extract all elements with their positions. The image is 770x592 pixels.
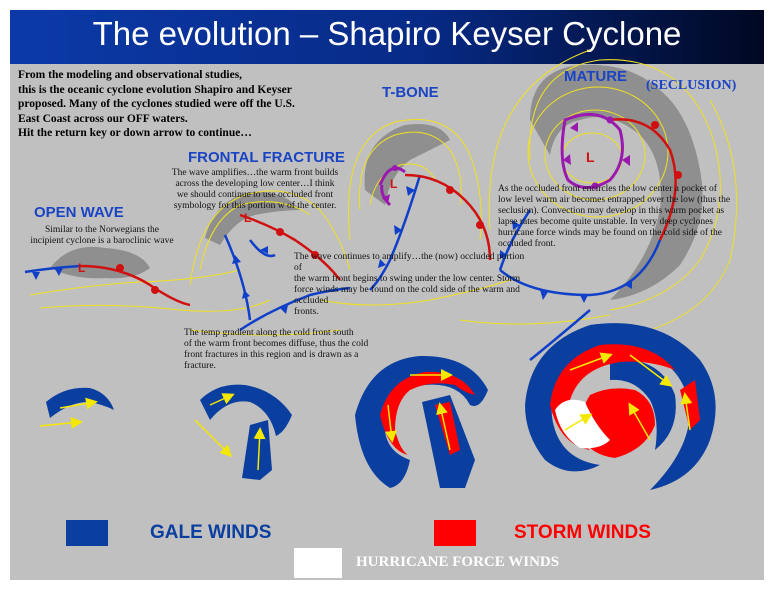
occluded-fronts	[378, 112, 624, 207]
wind-field-mature	[525, 323, 716, 490]
legend-swatch-gale	[66, 520, 108, 546]
cyclone-evolution-diagram: L L L L	[24, 49, 738, 490]
isobars	[29, 49, 738, 336]
low-symbol-open-wave: L	[78, 261, 85, 275]
occluded-front-symbols	[382, 116, 630, 204]
low-symbol-fracture: L	[244, 211, 251, 225]
note-t-bone: The wave continues to amplify…the (now) …	[294, 252, 525, 317]
wind-field-open-wave	[39, 387, 114, 429]
cloud-shield-open-wave	[50, 246, 150, 279]
stage-label-seclusion: (SECLUSION)	[646, 78, 737, 93]
legend-swatch-hurricane	[294, 548, 342, 578]
intro-line: this is the oceanic cyclone evolution Sh…	[18, 83, 292, 96]
note-open-wave: Similar to the Norwegians the incipient …	[30, 225, 174, 246]
cold-front-barbs	[32, 186, 520, 299]
mature-cold-front-barbs	[280, 280, 632, 314]
legend-label-gale: GALE WINDS	[150, 522, 272, 543]
stage-label-frontal-fracture: FRONTAL FRACTURE	[188, 149, 345, 166]
warm-front-bumps	[116, 121, 682, 294]
low-symbol-tbone: L	[390, 177, 397, 191]
intro-line: Hit the return key or down arrow to cont…	[18, 127, 252, 139]
legend-label-storm: STORM WINDS	[514, 522, 651, 543]
wind-field-fracture	[194, 384, 292, 480]
cold-fronts	[24, 174, 532, 321]
cloud-shield-fracture	[205, 191, 300, 245]
intro-text: From the modeling and observational stud…	[18, 68, 378, 141]
slide: The evolution – Shapiro Keyser Cyclone	[10, 10, 764, 580]
note-mature: As the occluded front encircles the low …	[498, 184, 731, 249]
legend-label-hurricane: HURRICANE FORCE WINDS	[356, 554, 560, 570]
cloud-shield-tbone	[364, 124, 450, 205]
slide-title: The evolution – Shapiro Keyser Cyclone	[92, 15, 682, 52]
legend-swatch-storm	[434, 520, 476, 546]
wind-field-tbone	[355, 355, 488, 488]
stage-label-t-bone: T-BONE	[382, 84, 439, 101]
note-frontal-fracture: The wave amplifies…the warm front builds…	[171, 168, 339, 211]
warm-fronts	[79, 118, 677, 307]
intro-line: From the modeling and observational stud…	[18, 69, 243, 81]
mature-cold-front	[239, 239, 662, 361]
note-temp-gradient: The temp gradient along the cold front s…	[184, 328, 369, 371]
low-symbol-mature: L	[586, 149, 595, 165]
stage-label-mature: MATURE	[564, 68, 628, 85]
intro-line: East Coast across our OFF waters.	[18, 112, 188, 125]
stage-label-open-wave: OPEN WAVE	[34, 204, 124, 221]
title-bar: The evolution – Shapiro Keyser Cyclone	[10, 10, 764, 64]
intro-line: proposed. Many of the cyclones studied w…	[18, 98, 295, 110]
